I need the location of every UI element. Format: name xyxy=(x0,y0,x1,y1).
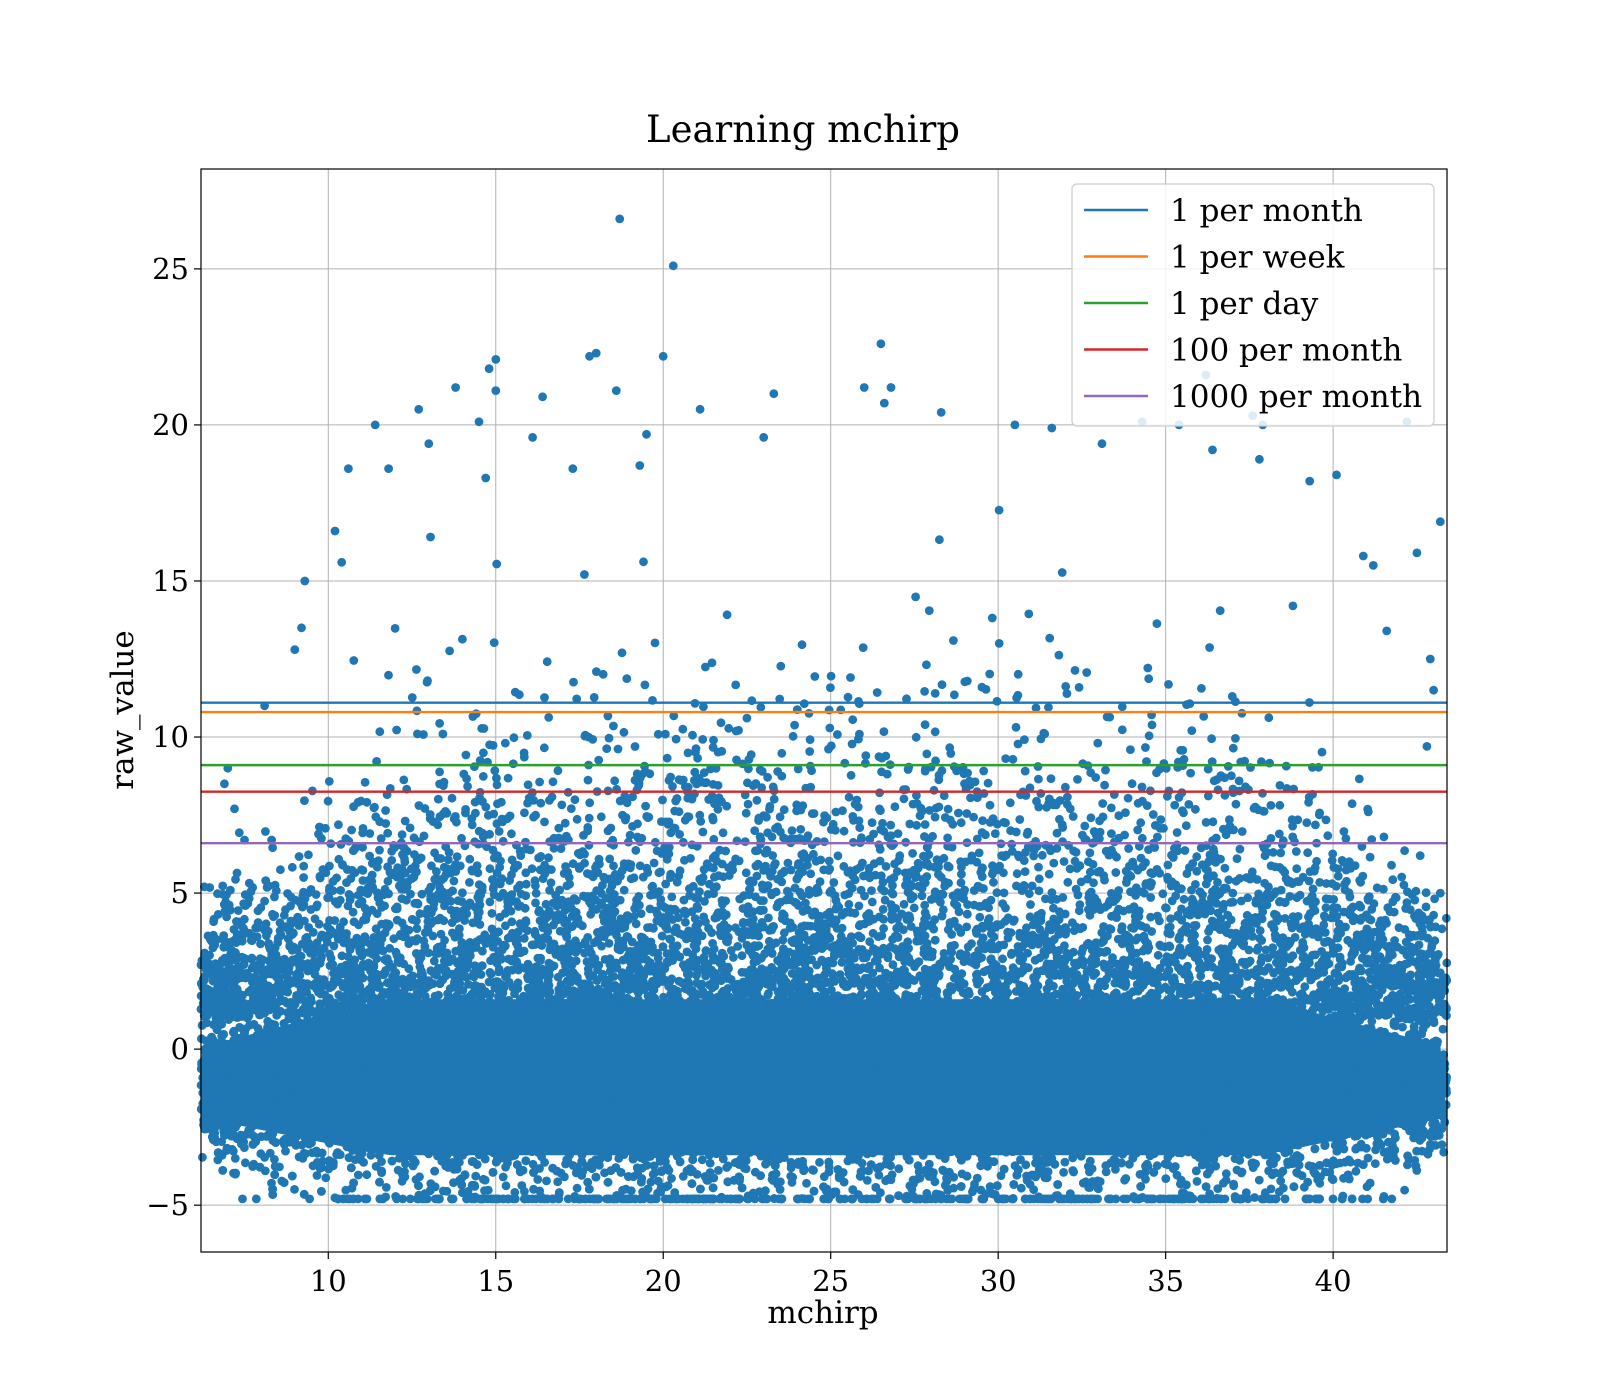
data-point xyxy=(714,1166,723,1175)
data-point xyxy=(774,1068,784,1078)
data-point xyxy=(402,1098,411,1108)
data-point xyxy=(1304,1035,1313,1045)
data-point xyxy=(1085,1156,1095,1166)
data-point xyxy=(435,1133,445,1142)
data-point xyxy=(385,1023,395,1033)
data-point xyxy=(1221,1148,1231,1158)
data-point xyxy=(1082,1119,1092,1129)
data-point xyxy=(1297,1072,1307,1081)
data-point xyxy=(1120,1175,1129,1185)
data-point xyxy=(1066,1021,1076,1031)
data-point xyxy=(519,1128,529,1138)
data-point xyxy=(1053,1046,1063,1056)
data-point xyxy=(1400,1185,1409,1195)
data-point xyxy=(1319,1022,1329,1032)
data-point xyxy=(353,1170,363,1180)
data-point xyxy=(1266,1184,1276,1194)
data-point xyxy=(1159,1194,1169,1204)
data-point xyxy=(1145,1151,1155,1161)
data-point xyxy=(415,1172,424,1182)
data-point xyxy=(230,1154,240,1163)
data-point xyxy=(290,1185,299,1194)
data-point xyxy=(508,1098,518,1107)
data-point xyxy=(574,1058,584,1067)
data-point xyxy=(1030,1070,1040,1080)
data-point xyxy=(1363,1194,1373,1204)
data-point xyxy=(412,1142,421,1152)
data-point xyxy=(501,1181,511,1191)
data-point xyxy=(531,1051,541,1060)
data-point xyxy=(938,1165,948,1175)
data-point xyxy=(1059,1168,1068,1177)
data-point xyxy=(553,1177,563,1187)
data-point xyxy=(1073,1022,1082,1032)
data-point xyxy=(1016,1155,1025,1164)
data-point xyxy=(894,1164,904,1174)
data-point xyxy=(1403,1160,1412,1170)
data-point xyxy=(517,1181,527,1190)
data-point xyxy=(954,1113,964,1123)
data-point xyxy=(786,1171,796,1181)
data-point xyxy=(1000,1103,1010,1113)
data-point xyxy=(1026,900,1035,909)
data-point xyxy=(611,1045,620,1054)
data-point xyxy=(1101,1167,1111,1177)
data-point xyxy=(281,1146,290,1156)
data-point xyxy=(1060,1157,1070,1167)
data-point xyxy=(270,1162,280,1171)
data-point xyxy=(1370,1159,1380,1168)
data-point xyxy=(577,1139,587,1149)
data-point xyxy=(1244,1150,1253,1159)
data-point xyxy=(1250,1193,1259,1202)
data-point xyxy=(802,1178,811,1188)
data-point xyxy=(1192,1177,1202,1186)
data-point xyxy=(528,1159,538,1169)
data-point xyxy=(997,1115,1007,1125)
data-point xyxy=(414,1031,424,1041)
data-point xyxy=(321,1173,331,1183)
data-point xyxy=(1387,1194,1397,1204)
data-point xyxy=(362,1170,372,1180)
data-point xyxy=(471,1171,481,1181)
data-point xyxy=(760,1114,769,1124)
data-point xyxy=(542,1176,551,1186)
data-point xyxy=(310,1107,320,1117)
data-point xyxy=(208,1054,218,1063)
data-point xyxy=(381,1192,391,1202)
data-point xyxy=(839,1177,849,1187)
chart-title: Learning mchirp xyxy=(646,108,960,151)
scatter-points xyxy=(196,214,1452,1204)
data-point xyxy=(238,1194,247,1204)
data-point xyxy=(646,1177,656,1187)
data-point xyxy=(1362,1143,1371,1153)
data-point xyxy=(1221,1169,1231,1179)
